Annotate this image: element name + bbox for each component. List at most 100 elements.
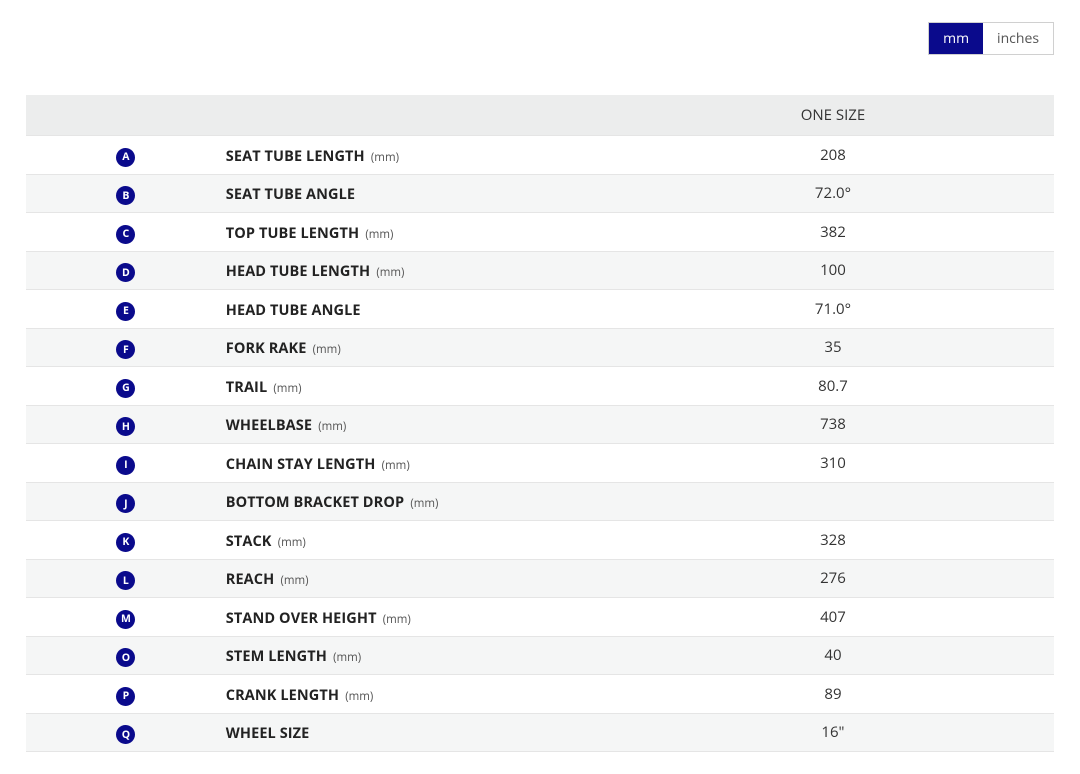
label-cell: SEAT TUBE LENGTH (mm) — [226, 136, 612, 175]
value-cell — [612, 482, 1054, 521]
label-cell: WHEEL SIZE — [226, 713, 612, 752]
row-label: STAND OVER HEIGHT — [226, 609, 377, 628]
table-row: ICHAIN STAY LENGTH (mm)310 — [26, 444, 1054, 483]
row-label: TOP TUBE LENGTH — [226, 224, 359, 243]
label-cell: REACH (mm) — [226, 559, 612, 598]
label-cell: HEAD TUBE LENGTH (mm) — [226, 251, 612, 290]
unit-btn-inches[interactable]: inches — [983, 23, 1053, 54]
value-cell: 35 — [612, 328, 1054, 367]
badge-cell: O — [26, 636, 226, 675]
row-label: TRAIL — [226, 378, 267, 397]
row-badge: J — [116, 494, 135, 513]
row-label: CRANK LENGTH — [226, 686, 339, 705]
table-row: MSTAND OVER HEIGHT (mm)407 — [26, 598, 1054, 637]
value-cell: 40 — [612, 636, 1054, 675]
row-label: REACH — [226, 570, 275, 589]
row-badge: L — [116, 571, 135, 590]
value-cell: 100 — [612, 251, 1054, 290]
row-unit: (mm) — [318, 419, 346, 434]
badge-cell: D — [26, 251, 226, 290]
row-label: BOTTOM BRACKET DROP — [226, 493, 404, 512]
label-cell: STEM LENGTH (mm) — [226, 636, 612, 675]
value-cell: 208 — [612, 136, 1054, 175]
label-cell: FORK RAKE (mm) — [226, 328, 612, 367]
table-row: KSTACK (mm)328 — [26, 521, 1054, 560]
label-cell: HEAD TUBE ANGLE — [226, 290, 612, 329]
row-label: STACK — [226, 532, 272, 551]
row-unit: (mm) — [365, 227, 393, 242]
badge-cell: G — [26, 367, 226, 406]
row-label: HEAD TUBE ANGLE — [226, 301, 361, 320]
row-unit: (mm) — [410, 496, 438, 511]
label-cell: STAND OVER HEIGHT (mm) — [226, 598, 612, 637]
table-row: PCRANK LENGTH (mm)89 — [26, 675, 1054, 714]
row-unit: (mm) — [313, 342, 341, 357]
unit-toggle-group: mminches — [928, 22, 1054, 55]
row-label: STEM LENGTH — [226, 647, 327, 666]
value-cell: 382 — [612, 213, 1054, 252]
row-badge: P — [116, 687, 135, 706]
row-label: SEAT TUBE LENGTH — [226, 147, 365, 166]
badge-cell: J — [26, 482, 226, 521]
row-unit: (mm) — [382, 458, 410, 473]
row-unit: (mm) — [278, 535, 306, 550]
value-cell: 71.0° — [612, 290, 1054, 329]
row-unit: (mm) — [273, 381, 301, 396]
table-row: O STEM LENGTH (mm)40 — [26, 636, 1054, 675]
row-unit: (mm) — [371, 150, 399, 165]
row-badge: G — [116, 379, 135, 398]
badge-cell: M — [26, 598, 226, 637]
badge-cell: I — [26, 444, 226, 483]
value-cell: 407 — [612, 598, 1054, 637]
row-badge: D — [116, 263, 135, 282]
table-row: BSEAT TUBE ANGLE 72.0° — [26, 174, 1054, 213]
table-row: GTRAIL (mm)80.7 — [26, 367, 1054, 406]
badge-cell: K — [26, 521, 226, 560]
row-badge: Q — [116, 725, 135, 744]
unit-btn-mm[interactable]: mm — [929, 23, 983, 54]
row-label: WHEELBASE — [226, 416, 312, 435]
table-row: J BOTTOM BRACKET DROP (mm) — [26, 482, 1054, 521]
label-cell: WHEELBASE (mm) — [226, 405, 612, 444]
table-row: E HEAD TUBE ANGLE 71.0° — [26, 290, 1054, 329]
value-cell: 16" — [612, 713, 1054, 752]
badge-cell: Q — [26, 713, 226, 752]
label-cell: TOP TUBE LENGTH (mm) — [226, 213, 612, 252]
value-cell: 72.0° — [612, 174, 1054, 213]
table-row: CTOP TUBE LENGTH (mm)382 — [26, 213, 1054, 252]
row-label: SEAT TUBE ANGLE — [226, 185, 355, 204]
label-cell: STACK (mm) — [226, 521, 612, 560]
row-badge: C — [116, 225, 135, 244]
row-label: FORK RAKE — [226, 339, 307, 358]
label-cell: BOTTOM BRACKET DROP (mm) — [226, 482, 612, 521]
unit-toggle: mminches — [26, 22, 1054, 55]
row-badge: M — [116, 610, 135, 629]
badge-cell: A — [26, 136, 226, 175]
table-row: LREACH (mm)276 — [26, 559, 1054, 598]
table-row: Q WHEEL SIZE16" — [26, 713, 1054, 752]
geometry-table: ONE SIZE ASEAT TUBE LENGTH (mm)208BSEAT … — [26, 95, 1054, 752]
row-label: HEAD TUBE LENGTH — [226, 262, 370, 281]
header-value-col: ONE SIZE — [612, 95, 1054, 136]
badge-cell: B — [26, 174, 226, 213]
badge-cell: E — [26, 290, 226, 329]
badge-cell: H — [26, 405, 226, 444]
row-badge: E — [116, 302, 135, 321]
label-cell: TRAIL (mm) — [226, 367, 612, 406]
label-cell: SEAT TUBE ANGLE — [226, 174, 612, 213]
row-unit: (mm) — [376, 265, 404, 280]
value-cell: 310 — [612, 444, 1054, 483]
row-badge: O — [116, 648, 135, 667]
row-badge: K — [116, 533, 135, 552]
row-badge: A — [116, 148, 135, 167]
row-badge: I — [116, 456, 135, 475]
label-cell: CHAIN STAY LENGTH (mm) — [226, 444, 612, 483]
table-row: DHEAD TUBE LENGTH (mm)100 — [26, 251, 1054, 290]
table-header-row: ONE SIZE — [26, 95, 1054, 136]
row-unit: (mm) — [383, 612, 411, 627]
badge-cell: C — [26, 213, 226, 252]
row-label: CHAIN STAY LENGTH — [226, 455, 376, 474]
row-unit: (mm) — [280, 573, 308, 588]
badge-cell: F — [26, 328, 226, 367]
table-row: ASEAT TUBE LENGTH (mm)208 — [26, 136, 1054, 175]
